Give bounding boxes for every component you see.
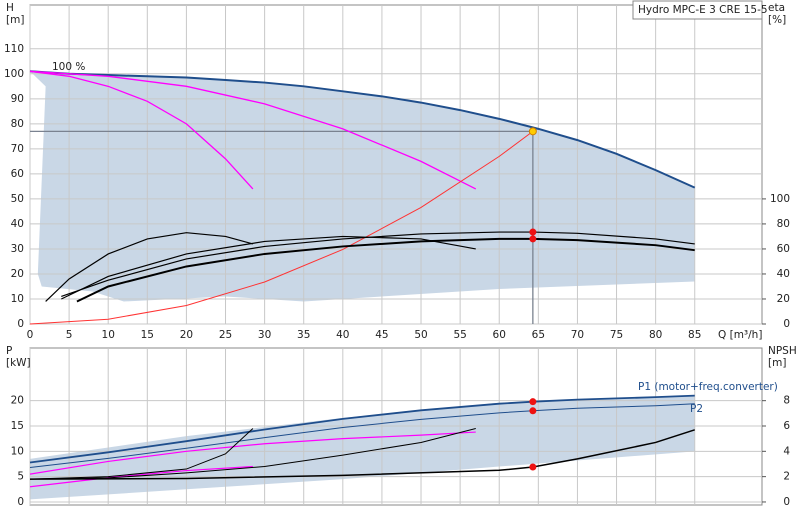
curve (29, 428, 476, 480)
y2-tick-label: 0 (783, 318, 790, 330)
x-tick-label: 85 (688, 329, 701, 341)
curve (29, 130, 534, 325)
x-tick-label: 80 (649, 329, 662, 341)
curve (29, 403, 695, 469)
x-tick-label: 5 (66, 329, 73, 341)
curve (29, 70, 696, 189)
area (30, 71, 695, 302)
marker (529, 228, 537, 236)
y-axis-label: H (6, 2, 14, 14)
curve (29, 431, 476, 475)
y2-tick-label: 2 (783, 471, 790, 483)
curve (29, 70, 477, 190)
y2-axis-label: [m] (768, 357, 786, 369)
y-tick-label: 40 (11, 218, 24, 230)
x-tick-label: 65 (532, 329, 545, 341)
y-tick-label: 50 (11, 193, 24, 205)
y2-axis-label: [%] (768, 14, 786, 26)
y-tick-label: 15 (11, 420, 24, 432)
y-tick-label: 60 (11, 168, 24, 180)
y2-tick-label: 100 (770, 193, 790, 205)
x-tick-label: 60 (493, 329, 506, 341)
y2-axis-label: eta (768, 2, 785, 14)
curve (29, 394, 695, 464)
x-tick-label: 0 (27, 329, 34, 341)
marker (529, 398, 537, 406)
y-tick-label: 10 (11, 445, 24, 457)
area (30, 395, 695, 500)
x-tick-label: 10 (102, 329, 115, 341)
y-tick-label: 30 (11, 243, 24, 255)
y-tick-label: 20 (11, 268, 24, 280)
curve (45, 232, 254, 302)
curve (29, 465, 253, 488)
curve (61, 231, 695, 298)
marker (529, 235, 537, 243)
y2-tick-label: 60 (777, 243, 790, 255)
annotation: 100 % (52, 61, 85, 73)
marker (529, 463, 537, 471)
y-axis-label: [kW] (6, 357, 31, 369)
y2-tick-label: 4 (783, 445, 790, 457)
y-axis-label: [m] (6, 14, 24, 26)
curve (29, 428, 254, 480)
y-tick-label: 100 (4, 68, 24, 80)
y-tick-label: 0 (17, 496, 24, 508)
y-axis-label: P (6, 345, 12, 357)
y-tick-label: 20 (11, 395, 24, 407)
y2-axis-label: NPSH (768, 345, 797, 357)
x-tick-label: 45 (375, 329, 388, 341)
x-tick-label: 55 (453, 329, 466, 341)
series-label: P1 (motor+freq.converter) (638, 381, 778, 393)
title-box (632, 0, 763, 20)
y2-tick-label: 20 (777, 293, 790, 305)
y-tick-label: 10 (11, 293, 24, 305)
y2-tick-label: 80 (777, 218, 790, 230)
y-tick-label: 70 (11, 143, 24, 155)
x-tick-label: 15 (141, 329, 154, 341)
x-tick-label: 30 (258, 329, 271, 341)
x-tick-label: 75 (610, 329, 623, 341)
curve (61, 235, 476, 300)
marker (529, 407, 537, 415)
curve (29, 429, 695, 480)
chart-title: Hydro MPC-E 3 CRE 15-5 (638, 4, 768, 16)
y2-tick-label: 0 (783, 496, 790, 508)
x-tick-label: 35 (297, 329, 310, 341)
marker (528, 127, 537, 136)
y2-tick-label: 40 (777, 268, 790, 280)
y-tick-label: 80 (11, 118, 24, 130)
y-tick-label: 5 (17, 471, 24, 483)
x-tick-label: 25 (219, 329, 232, 341)
x-axis-label: Q [m³/h] (718, 329, 762, 341)
series-label: P2 (690, 403, 703, 415)
x-tick-label: 50 (414, 329, 427, 341)
curve (29, 70, 254, 190)
y-tick-label: 110 (4, 43, 24, 55)
x-tick-label: 40 (336, 329, 349, 341)
y2-tick-label: 6 (783, 420, 790, 432)
y-tick-label: 90 (11, 93, 24, 105)
curve (76, 237, 695, 303)
x-tick-label: 70 (571, 329, 584, 341)
y-tick-label: 0 (17, 318, 24, 330)
y2-tick-label: 8 (783, 395, 790, 407)
x-tick-label: 20 (180, 329, 193, 341)
